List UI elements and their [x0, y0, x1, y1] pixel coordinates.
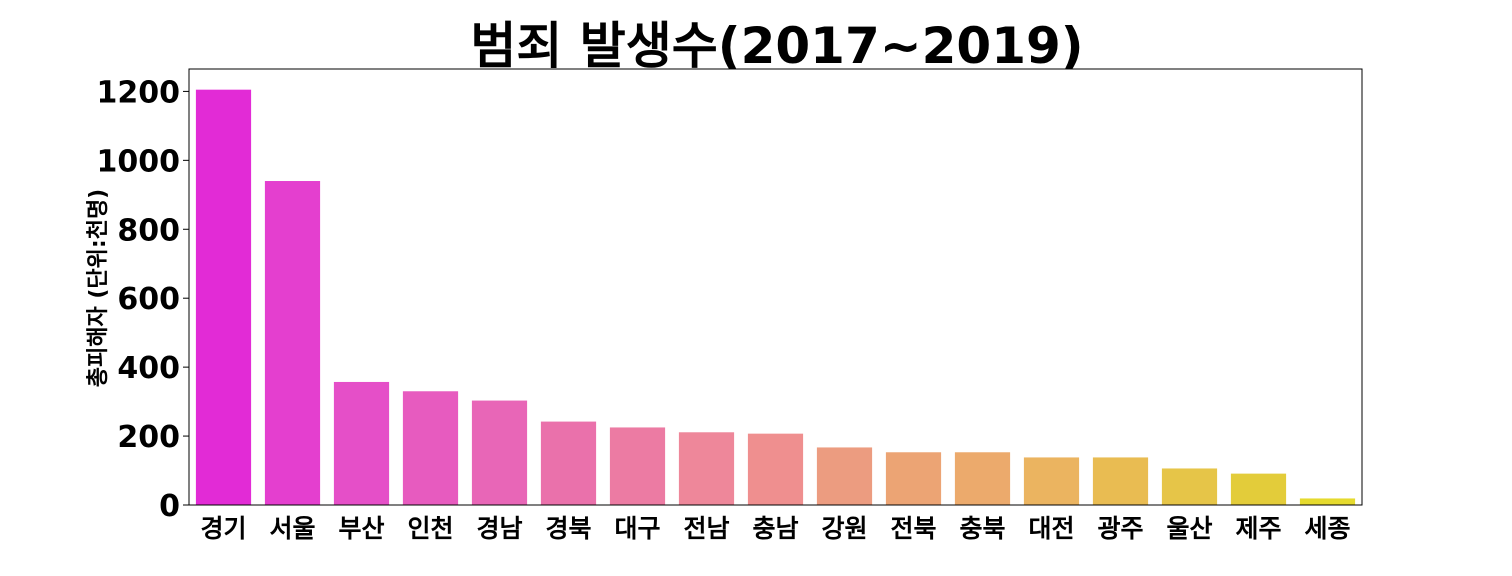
bar-광주 [1092, 457, 1149, 505]
y-tick-label: 0 [159, 489, 180, 524]
y-tick-label: 600 [117, 282, 180, 317]
bar-경남 [471, 400, 528, 505]
bar-부산 [333, 381, 390, 505]
x-tick-label: 경남 [476, 514, 522, 543]
bar-충남 [747, 433, 804, 505]
bars-group [195, 89, 1356, 505]
bar-인천 [402, 391, 459, 505]
chart-title: 범죄 발생수(2017~2019) [470, 17, 1083, 75]
x-ticks-group: 경기 서울 부산 인천 경남 경북 대구 전남 충남 강원 전북 충북 대전 광주 울산 제주 세종 [200, 514, 1350, 543]
bar-경북 [540, 421, 597, 505]
x-tick-label: 충북 [959, 514, 1005, 543]
bar-대구 [609, 427, 666, 505]
x-tick-label: 강원 [821, 514, 867, 543]
bar-제주 [1230, 473, 1287, 505]
x-tick-label: 제주 [1235, 514, 1281, 543]
x-tick-label: 울산 [1166, 514, 1212, 543]
x-tick-label: 부산 [338, 514, 384, 543]
x-tick-label: 서울 [269, 514, 315, 543]
x-tick-label: 대전 [1028, 514, 1074, 543]
x-tick-label: 인천 [407, 514, 453, 543]
y-axis-label: 총피해자 (단위:천명) [86, 189, 111, 388]
y-tick-label: 400 [117, 351, 180, 386]
bar-대전 [1023, 457, 1080, 505]
bar-강원 [816, 447, 873, 505]
x-tick-label: 전북 [890, 514, 936, 543]
bar-서울 [264, 181, 321, 505]
x-tick-label: 전남 [683, 514, 729, 543]
x-tick-label: 경기 [200, 514, 246, 543]
bar-경기 [195, 89, 252, 505]
y-tick-label: 1200 [97, 75, 181, 110]
x-tick-label: 경북 [545, 514, 591, 543]
x-tick-label: 충남 [752, 514, 798, 543]
x-tick-label: 대구 [614, 514, 660, 543]
y-tick-label: 200 [117, 420, 180, 455]
y-tick-label: 1000 [97, 144, 181, 179]
bar-울산 [1161, 468, 1218, 505]
bar-전남 [678, 432, 735, 505]
bar-세종 [1299, 498, 1356, 505]
bar-전북 [885, 452, 942, 505]
y-tick-label: 800 [117, 213, 180, 248]
y-ticks-group: 0 200 400 600 800 1000 1200 [97, 75, 189, 524]
x-tick-label: 광주 [1097, 514, 1143, 543]
plot-frame [188, 68, 1363, 506]
x-tick-label: 세종 [1304, 514, 1350, 543]
bar-충북 [954, 452, 1011, 505]
